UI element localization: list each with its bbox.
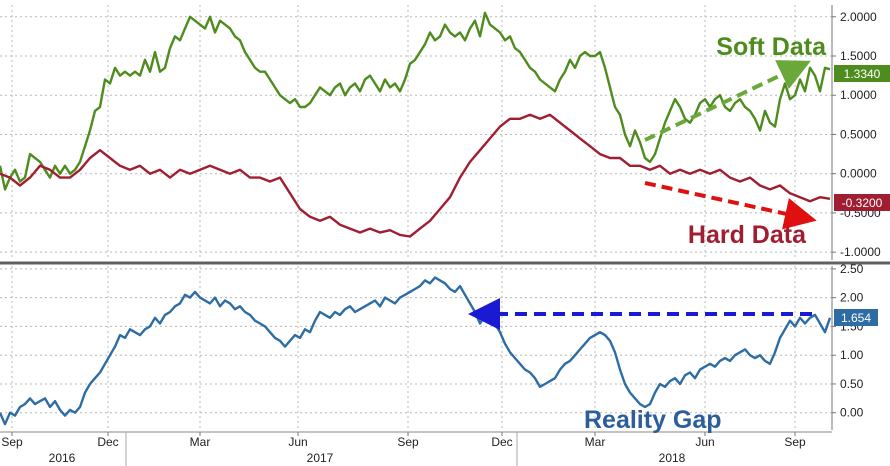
y-tick-label: 0.50 [840,377,864,391]
badge-text: 1.654 [841,311,871,325]
y-tick-label: 0.0000 [840,167,877,181]
x-month-label: Sep [397,435,419,449]
y-tick-label: 1.00 [840,348,864,362]
badge-background [834,194,890,211]
y-tick-label: 0.5000 [840,127,877,141]
y-tick-label: 2.00 [840,291,864,305]
x-month-label: Sep [784,435,806,449]
x-month-label: Dec [97,435,118,449]
x-year-label: 2016 [49,451,76,465]
badge-text: -0.3200 [842,196,883,210]
x-month-labels: Sep Dec Mar Jun Sep Dec Mar Jun Sep [1,432,806,449]
reality-gap-value-badge: 1.654 [834,309,878,326]
y-tick-label: 1.5000 [840,49,877,63]
x-year-label: 2018 [659,451,686,465]
soft-data-trend-arrow [644,60,811,142]
top-gridlines [0,5,832,260]
badge-background [834,65,890,82]
x-axis: Sep Dec Mar Jun Sep Dec Mar Jun Sep 2016 2017 2018 [0,431,832,466]
soft-data-value-badge: 1.3340 [834,65,890,82]
x-year-labels: 2016 2017 2018 [49,451,686,465]
y-tick-label: 2.0000 [840,10,877,24]
hard-data-series-line [0,113,831,238]
y-tick-label: -1.0000 [840,245,881,259]
x-year-label: 2017 [307,451,334,465]
x-month-label: Sep [1,435,23,449]
top-panel: 2.00001.50001.00000.50000.0000-0.5000-1.… [0,5,881,260]
top-series-group [0,11,831,238]
x-month-label: Jun [288,435,307,449]
x-month-label: Dec [491,435,512,449]
badge-background [834,309,878,326]
y-tick-label: 1.0000 [840,88,877,102]
hard-data-value-badge: -0.3200 [834,194,890,211]
x-month-label: Mar [585,435,606,449]
reality-gap-series-line [0,276,832,426]
reality-gap-label: Reality Gap [584,406,722,434]
soft-data-label: Soft Data [716,33,827,61]
soft-data-series-line [0,11,831,191]
top-y-axis: 2.00001.50001.00000.50000.0000-0.5000-1.… [831,5,881,260]
bottom-gridlines [0,266,832,430]
x-month-label: Jun [695,435,714,449]
hard-data-label: Hard Data [688,221,807,249]
x-month-label: Mar [190,435,211,449]
y-tick-label: 2.50 [840,262,864,276]
bottom-series-group [0,276,832,426]
hard-data-trend-arrow [644,181,817,230]
badge-text: 1.3340 [844,67,881,81]
bottom-panel: 2.502.001.501.000.500.00 [0,262,864,430]
y-tick-label: 0.00 [840,406,864,420]
bottom-y-axis: 2.502.001.501.000.500.00 [831,262,864,430]
